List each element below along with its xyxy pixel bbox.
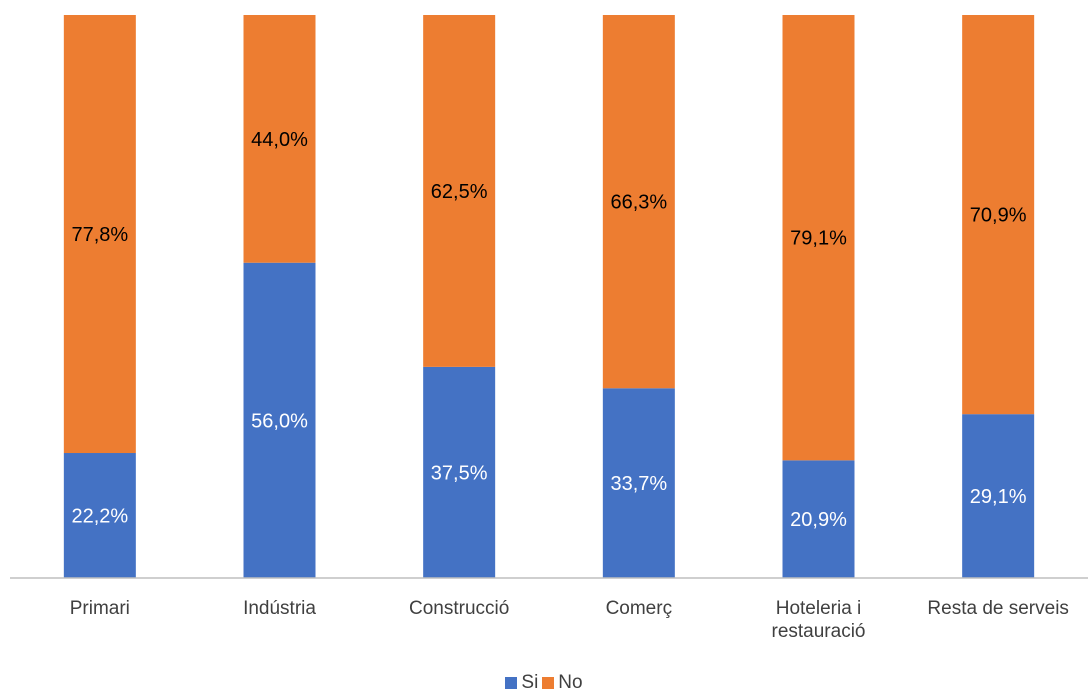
bar-si-0 [63, 453, 136, 578]
bar-si-4 [782, 460, 855, 578]
bar-si-2 [423, 366, 496, 578]
data-label-si-5: 29,1% [970, 486, 1027, 508]
data-label-no-3: 66,3% [610, 192, 667, 214]
data-label-no-5: 70,9% [970, 205, 1027, 227]
legend-item-no: No [542, 672, 583, 694]
data-label-si-1: 56,0% [251, 410, 308, 432]
category-label-3: Comerç [606, 598, 673, 619]
data-label-no-4: 79,1% [790, 228, 847, 250]
category-label-5: Resta de serveis [927, 598, 1069, 619]
data-label-si-3: 33,7% [610, 473, 667, 495]
legend-label-no: No [558, 672, 583, 693]
data-label-no-0: 77,8% [71, 224, 128, 246]
category-label-2: Construcció [409, 598, 509, 619]
category-label-4: Hoteleria i restauració [772, 598, 866, 642]
legend-swatch-no [542, 677, 555, 689]
category-label-1: Indústria [243, 598, 316, 619]
bar-si-1 [243, 262, 316, 578]
data-label-no-2: 62,5% [431, 181, 488, 203]
data-label-si-2: 37,5% [431, 462, 488, 484]
category-label-0: Primari [70, 598, 130, 619]
data-label-si-0: 22,2% [71, 506, 128, 528]
bar-si-5 [962, 414, 1035, 578]
legend: Si No [0, 672, 1088, 694]
legend-swatch-si [505, 677, 518, 689]
bar-no-3 [602, 15, 675, 389]
bar-no-4 [782, 15, 855, 461]
data-label-si-4: 20,9% [790, 509, 847, 531]
bar-no-0 [63, 15, 136, 454]
bar-si-3 [602, 388, 675, 578]
bar-no-2 [423, 15, 496, 367]
legend-item-si: Si [505, 672, 538, 694]
bar-no-5 [962, 15, 1035, 415]
legend-label-si: Si [521, 672, 539, 693]
bar-no-1 [243, 15, 316, 263]
stacked-bar-chart: 22,2% 77,8% 56,0% 44,0% 37,5% 62,5% 33,7% 66,3%… [10, 15, 1088, 642]
data-label-no-1: 44,0% [251, 129, 308, 151]
